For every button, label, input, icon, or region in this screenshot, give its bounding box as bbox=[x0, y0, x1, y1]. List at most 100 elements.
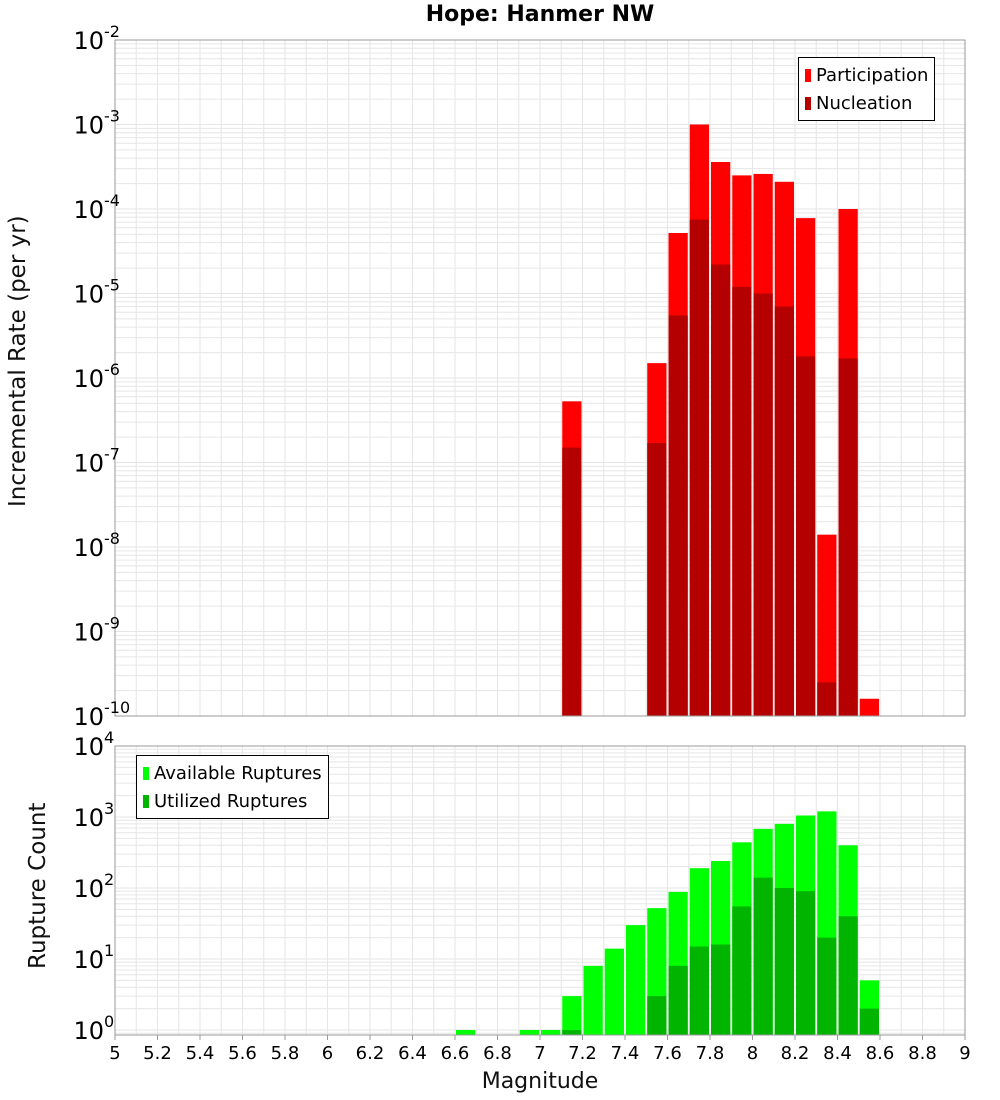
top-legend: Participation Nucleation bbox=[798, 57, 936, 121]
x-tick-label: 6.2 bbox=[356, 1043, 385, 1064]
nucleation-bar bbox=[668, 315, 688, 716]
x-tick-label: 5.2 bbox=[143, 1043, 172, 1064]
y-tick-exponent: 3 bbox=[104, 799, 114, 818]
legend-item-available: Available Ruptures bbox=[143, 760, 322, 788]
y-tick-exponent: 0 bbox=[104, 1012, 114, 1031]
available-bar bbox=[562, 996, 582, 1035]
nucleation-bar bbox=[562, 447, 582, 716]
y-tick-label: 10 bbox=[73, 27, 104, 55]
available-bar bbox=[541, 1029, 561, 1035]
y-tick-label: 10 bbox=[73, 733, 104, 761]
y-tick-exponent: 4 bbox=[104, 728, 114, 747]
nucleation-bar bbox=[689, 219, 709, 717]
x-tick-label: 8.6 bbox=[866, 1043, 895, 1064]
utilized-bar bbox=[753, 877, 773, 1035]
x-tick-label: 6.8 bbox=[483, 1043, 512, 1064]
available-bar bbox=[626, 925, 646, 1035]
utilized-bar bbox=[859, 1008, 879, 1035]
x-tick-label: 5.8 bbox=[271, 1043, 300, 1064]
utilized-bar bbox=[817, 937, 837, 1035]
utilized-bar bbox=[689, 946, 709, 1035]
bottom-legend: Available Ruptures Utilized Ruptures bbox=[136, 755, 329, 819]
legend-label-utilized: Utilized Ruptures bbox=[154, 791, 308, 812]
y-tick-label: 10 bbox=[73, 281, 104, 309]
x-tick-label: 7.6 bbox=[653, 1043, 682, 1064]
nucleation-swatch bbox=[805, 97, 811, 110]
x-tick-label: 8.4 bbox=[823, 1043, 852, 1064]
y-tick-exponent: -8 bbox=[104, 529, 120, 548]
nucleation-bar bbox=[732, 286, 752, 716]
plot-frame bbox=[114, 39, 966, 717]
panel-incremental-rate: 10-210-310-410-510-610-710-810-910-10 bbox=[73, 22, 966, 731]
x-tick-label: 6.6 bbox=[441, 1043, 470, 1064]
available-bar bbox=[519, 1029, 539, 1035]
available-bar bbox=[604, 948, 624, 1035]
y-tick-label: 10 bbox=[73, 619, 104, 647]
x-tick-label: 6.4 bbox=[398, 1043, 427, 1064]
y-tick-exponent: -5 bbox=[104, 276, 120, 295]
participation-swatch bbox=[805, 69, 811, 82]
legend-item-utilized: Utilized Ruptures bbox=[143, 788, 322, 816]
nucleation-bar bbox=[753, 293, 773, 716]
x-tick-label: 5.6 bbox=[228, 1043, 257, 1064]
y-tick-label: 10 bbox=[73, 450, 104, 478]
legend-label-nucleation: Nucleation bbox=[816, 93, 913, 114]
available-bar bbox=[456, 1029, 476, 1035]
legend-label-available: Available Ruptures bbox=[154, 763, 322, 784]
y-tick-exponent: 1 bbox=[104, 941, 114, 960]
nucleation-bar bbox=[838, 358, 858, 716]
y-tick-label: 10 bbox=[73, 946, 104, 974]
y-tick-exponent: -2 bbox=[104, 22, 120, 41]
x-tick-label: 9 bbox=[959, 1043, 970, 1064]
y-tick-label: 10 bbox=[73, 112, 104, 140]
y-tick-label: 10 bbox=[73, 1017, 104, 1045]
x-tick-label: 5.4 bbox=[186, 1043, 215, 1064]
y-tick-label: 10 bbox=[73, 196, 104, 224]
y-tick-exponent: -3 bbox=[104, 107, 120, 126]
y-tick-exponent: -4 bbox=[104, 191, 120, 210]
utilized-bar bbox=[711, 944, 731, 1035]
nucleation-bar bbox=[711, 264, 731, 716]
utilized-bar bbox=[732, 906, 752, 1035]
y-tick-exponent: 2 bbox=[104, 870, 114, 889]
utilized-bar bbox=[838, 916, 858, 1035]
utilized-bar bbox=[647, 996, 667, 1035]
y-tick-exponent: -10 bbox=[104, 698, 130, 717]
bottom-y-axis-label: Rupture Count bbox=[25, 802, 51, 969]
x-axis-label: Magnitude bbox=[481, 1069, 599, 1094]
x-tick-label: 7.2 bbox=[568, 1043, 597, 1064]
y-tick-label: 10 bbox=[73, 804, 104, 832]
available-swatch bbox=[143, 767, 149, 780]
y-tick-exponent: -7 bbox=[104, 445, 120, 464]
available-bar bbox=[583, 965, 603, 1035]
utilized-bar bbox=[668, 965, 688, 1035]
x-tick-label: 8.8 bbox=[908, 1043, 937, 1064]
x-tick-label: 8 bbox=[747, 1043, 758, 1064]
legend-label-participation: Participation bbox=[816, 65, 929, 86]
participation-bar bbox=[817, 534, 837, 716]
utilized-bar bbox=[774, 887, 794, 1035]
chart-title: Hope: Hanmer NW bbox=[425, 2, 655, 27]
x-tick-label: 6 bbox=[322, 1043, 333, 1064]
x-tick-label: 7 bbox=[534, 1043, 545, 1064]
y-tick-label: 10 bbox=[73, 703, 104, 731]
y-tick-label: 10 bbox=[73, 534, 104, 562]
top-y-axis-label: Incremental Rate (per yr) bbox=[5, 215, 31, 507]
legend-item-nucleation: Nucleation bbox=[805, 90, 928, 118]
utilized-swatch bbox=[143, 795, 149, 808]
y-tick-exponent: -9 bbox=[104, 614, 120, 633]
nucleation-bar bbox=[796, 356, 816, 716]
x-tick-label: 7.4 bbox=[611, 1043, 640, 1064]
nucleation-bar bbox=[817, 682, 837, 716]
nucleation-bar bbox=[647, 443, 667, 716]
utilized-bar bbox=[562, 1029, 582, 1035]
y-tick-label: 10 bbox=[73, 365, 104, 393]
participation-bar bbox=[859, 698, 879, 716]
y-tick-exponent: -6 bbox=[104, 360, 120, 379]
x-tick-label: 8.2 bbox=[781, 1043, 810, 1064]
nucleation-bar bbox=[774, 306, 794, 716]
x-tick-label: 7.8 bbox=[696, 1043, 725, 1064]
y-tick-label: 10 bbox=[73, 875, 104, 903]
